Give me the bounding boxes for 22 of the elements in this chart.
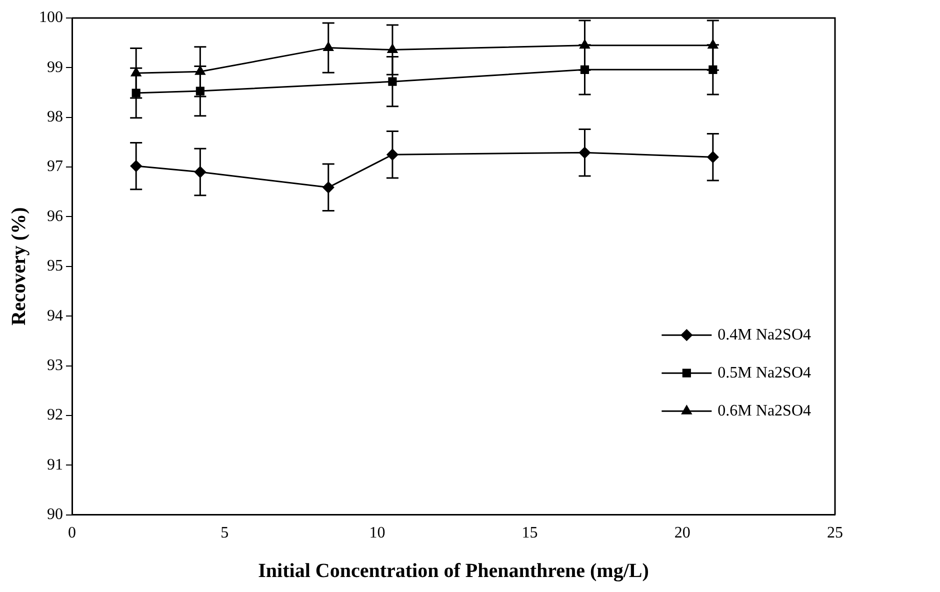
x-tick-label: 5 [220,524,229,542]
legend-label: 0.4M Na2SO4 [718,326,812,344]
x-tick-label: 0 [68,524,76,542]
y-tick-label: 99 [47,58,63,76]
y-tick-label: 91 [47,456,63,474]
legend-label: 0.5M Na2SO4 [718,364,812,382]
x-axis-title: Initial Concentration of Phenanthrene (mg/L) [258,560,649,582]
y-tick-label: 100 [39,9,63,26]
y-tick-label: 96 [47,208,63,225]
y-tick-label: 92 [47,406,63,424]
y-tick-label: 98 [47,108,63,126]
y-tick-label: 94 [47,307,63,324]
x-tick-label: 10 [369,524,386,542]
y-tick-label: 90 [47,506,63,524]
x-tick-label: 20 [674,524,690,542]
y-tick-label: 93 [47,356,63,374]
y-tick-label: 95 [47,258,63,275]
y-axis-title: Recovery (%) [8,207,30,326]
legend-label: 0.6M Na2SO4 [718,402,812,420]
x-tick-label: 15 [522,524,538,542]
y-tick-label: 97 [47,158,63,176]
x-tick-label: 25 [827,524,843,542]
